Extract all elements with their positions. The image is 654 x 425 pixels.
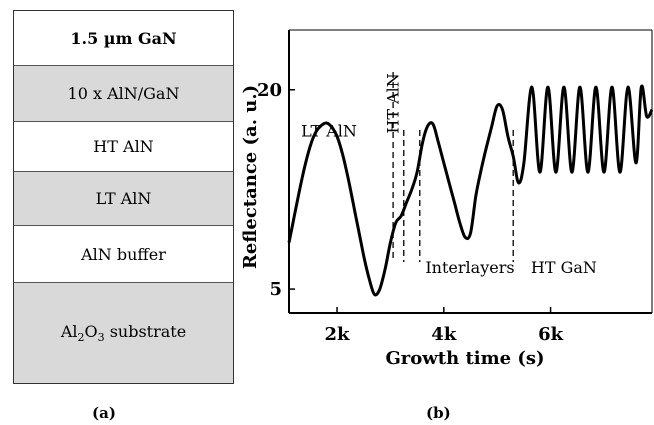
x-tick-label: 2k (325, 324, 351, 345)
x-axis-label: Growth time (s) (385, 348, 544, 369)
substrate-layer-label: Al2O3 substrate (60, 321, 187, 345)
reflectance-series-line (287, 84, 654, 297)
lt-aln-layer: LT AlN (14, 172, 233, 226)
ht-aln-layer-label: HT AlN (93, 137, 154, 156)
gan-layer-label: 1.5 µm GaN (70, 28, 177, 48)
y-tick-label: 20 (257, 80, 282, 101)
interlayers-annotation: Interlayers (425, 258, 514, 277)
x-tick-label: 4k (431, 324, 457, 345)
superlattice-layer: 10 x AlN/GaN (14, 66, 233, 122)
x-tick-label: 6k (538, 324, 564, 345)
superlattice-layer-label: 10 x AlN/GaN (67, 84, 180, 103)
lt-aln-layer-label: LT AlN (95, 189, 152, 208)
aln-buffer-layer-label: AlN buffer (81, 244, 166, 264)
y-axis-label: Reflectance (a. u.) (240, 85, 261, 269)
layer-stack: 1.5 µm GaN 10 x AlN/GaN HT AlN LT AlN AlN bu… (13, 10, 234, 384)
substrate-layer: Al2O3 substrate (14, 283, 233, 383)
panel-a-label: (a) (92, 404, 116, 422)
aln-buffer-layer: AlN buffer (14, 226, 233, 283)
ht-aln-layer: HT AlN (14, 122, 233, 172)
lt-aln-annotation: LT AlN (301, 121, 357, 140)
ht-gan-annotation: HT GaN (531, 258, 597, 277)
gan-layer: 1.5 µm GaN (14, 11, 233, 66)
panel-b-label: (b) (426, 404, 451, 422)
ht-aln-annotation: HT AlN (383, 73, 402, 133)
y-tick-label: 5 (269, 279, 282, 300)
